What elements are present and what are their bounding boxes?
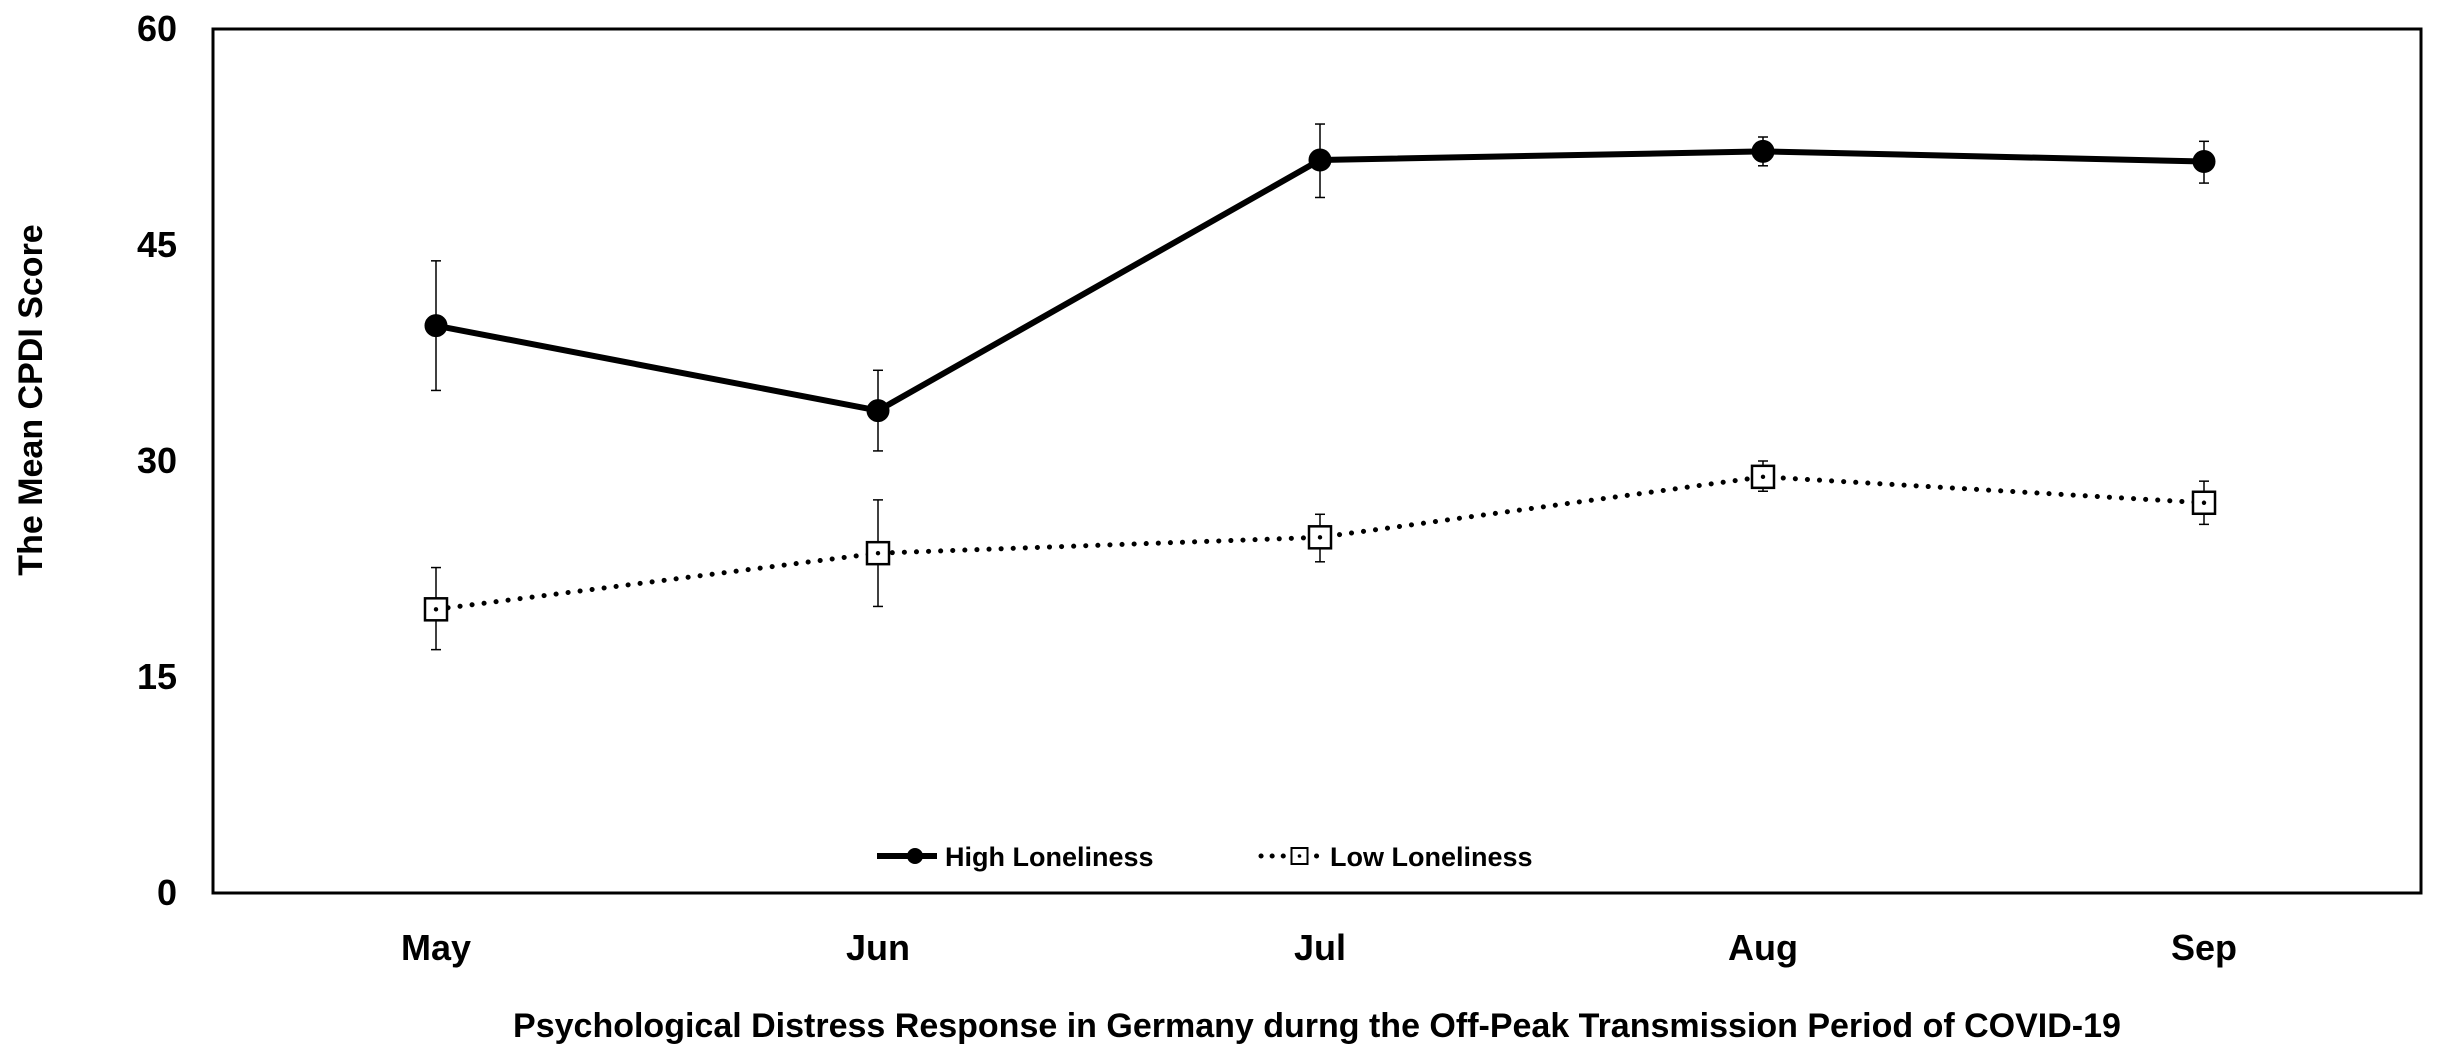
data-point [424, 314, 448, 338]
legend-marker [907, 848, 923, 864]
x-tick-label: Aug [1728, 927, 1798, 968]
data-point [1308, 148, 1332, 172]
legend-label: High Loneliness [945, 842, 1154, 872]
data-point-center-dot [875, 550, 881, 556]
y-tick-label: 30 [137, 440, 177, 481]
x-tick-label: Jul [1294, 927, 1346, 968]
data-point [866, 399, 890, 423]
y-axis-ticks: 0 15 30 45 60 [137, 8, 177, 913]
x-axis-ticks: May Jun Jul Aug Sep [401, 927, 2237, 968]
y-tick-label: 60 [137, 8, 177, 49]
legend-marker-dot [1297, 854, 1302, 858]
series-low-loneliness [423, 460, 2217, 651]
data-point-center-dot [2201, 500, 2207, 505]
y-tick-label: 0 [157, 872, 177, 913]
series-high-loneliness [424, 123, 2216, 452]
x-tick-label: May [401, 927, 471, 968]
legend: High Loneliness Low Loneliness [877, 842, 1533, 872]
legend-entry: High Loneliness [877, 842, 1154, 872]
x-axis-title: Psychological Distress Response in Germa… [513, 1007, 2121, 1045]
data-point-center-dot [1760, 474, 1766, 480]
plot-area-frame [211, 27, 2423, 895]
legend-label: Low Loneliness [1330, 842, 1533, 872]
x-tick-label: Jun [846, 927, 910, 968]
series-layer [423, 123, 2217, 651]
y-axis-title: The Mean CPDI Score [12, 224, 50, 575]
y-tick-label: 45 [137, 224, 177, 265]
x-tick-label: Sep [2171, 927, 2237, 968]
data-point-center-dot [1317, 535, 1323, 540]
data-point [1751, 139, 1775, 163]
data-point-center-dot [433, 607, 439, 612]
y-tick-label: 15 [137, 656, 177, 697]
legend-entry: Low Loneliness [1258, 842, 1533, 872]
data-point [2192, 149, 2216, 173]
